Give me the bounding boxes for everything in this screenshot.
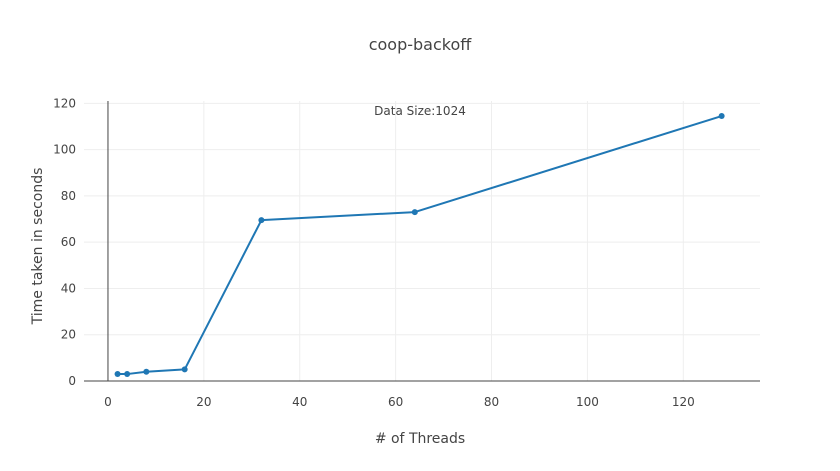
data-point	[114, 371, 121, 378]
data-point	[124, 371, 131, 378]
x-axis-title: # of Threads	[375, 431, 465, 447]
x-tick-label: 80	[484, 395, 499, 409]
y-tick-label: 80	[61, 189, 76, 203]
y-tick-label: 120	[53, 96, 76, 110]
chart-title: coop-backoff	[369, 35, 473, 54]
data-size-annotation: Data Size:1024	[374, 104, 466, 118]
x-tick-label: 100	[576, 395, 599, 409]
data-point	[181, 366, 188, 373]
x-tick-label: 0	[104, 395, 112, 409]
grid	[84, 101, 760, 381]
series-group	[114, 113, 725, 378]
y-axis-title: Time taken in seconds	[30, 168, 46, 326]
data-point	[143, 368, 150, 375]
y-tick-label: 0	[68, 374, 76, 388]
data-point	[411, 209, 418, 216]
x-tick-label: 20	[196, 395, 211, 409]
data-point	[258, 217, 265, 224]
y-tick-label: 20	[61, 328, 76, 342]
y-tick-label: 100	[53, 143, 76, 157]
x-tick-label: 120	[672, 395, 695, 409]
y-tick-label: 40	[61, 281, 76, 295]
axes	[84, 101, 760, 382]
x-tick-label: 60	[388, 395, 403, 409]
data-point	[718, 113, 725, 120]
series-line	[117, 115, 722, 376]
y-tick-labels: 0 20 40 60 80 100 120	[53, 96, 76, 388]
x-tick-label: 40	[292, 395, 307, 409]
y-tick-label: 60	[61, 235, 76, 249]
x-tick-labels: 0 20 40 60 80 100 120	[104, 395, 695, 409]
